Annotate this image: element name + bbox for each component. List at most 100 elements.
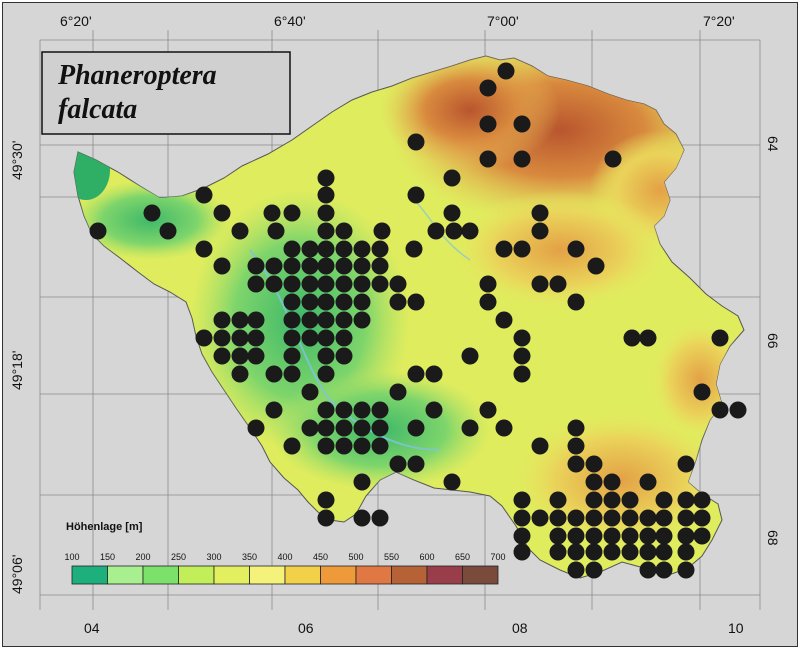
occurrence-dot [677,509,695,527]
occurrence-dot [693,491,711,509]
occurrence-dot [567,240,585,258]
occurrence-dot [247,257,265,275]
occurrence-dot [283,204,301,222]
bottom-grid-labels: 04 06 08 10 [84,620,744,636]
top-label: 6°20' [60,13,92,29]
occurrence-dot [389,293,407,311]
occurrence-dot [353,401,371,419]
elevation-legend: Höhenlage [m] 100 150 200 250 300 350 400 450 50… [64,521,506,585]
occurrence-dot [213,329,231,347]
occurrence-dot [677,491,695,509]
occurrence-dot [604,150,622,168]
legend-title: Höhenlage [m] [66,521,143,533]
occurrence-dot [195,186,213,204]
occurrence-dot [677,543,695,561]
legend-swatch [71,565,108,585]
left-label: 49°30' [9,141,25,180]
occurrence-dot [317,491,335,509]
legend-swatch [426,565,463,585]
occurrence-dot [495,419,513,437]
legend-value: 250 [171,552,186,562]
occurrence-dot [335,437,353,455]
occurrence-dot [283,240,301,258]
occurrence-dot [479,79,497,97]
occurrence-dot [655,509,673,527]
occurrence-dot [247,275,265,293]
occurrence-dot [567,509,585,527]
occurrence-dot [585,527,603,545]
occurrence-dot [407,419,425,437]
occurrence-dot [425,365,443,383]
occurrence-dot [549,543,567,561]
occurrence-dot [621,527,639,545]
legend-swatch [320,565,357,585]
occurrence-dot [461,419,479,437]
legend-value: 400 [277,552,292,562]
occurrence-dot [513,240,531,258]
occurrence-dot [283,365,301,383]
occurrence-dot [567,293,585,311]
occurrence-dot [263,204,281,222]
occurrence-dot [335,329,353,347]
occurrence-dot [301,275,319,293]
occurrence-dot [231,347,249,365]
occurrence-dot [353,240,371,258]
occurrence-dot [639,543,657,561]
species-title-line2: falcata [58,94,137,125]
right-grid-labels: 64 66 68 [765,136,781,546]
legend-swatch [462,565,499,585]
occurrence-dot [549,527,567,545]
occurrence-dot [531,437,549,455]
occurrence-dot [655,527,673,545]
occurrence-dot [335,311,353,329]
occurrence-dot [283,311,301,329]
occurrence-dot [513,115,531,133]
legend-swatch [142,565,179,585]
occurrence-dot [443,169,461,187]
legend-value: 150 [100,552,115,562]
occurrence-dot [513,347,531,365]
occurrence-dot [317,401,335,419]
occurrence-dot [585,491,603,509]
occurrence-dot [195,240,213,258]
bottom-label: 10 [728,620,744,636]
occurrence-dot [265,365,283,383]
occurrence-dot [587,257,605,275]
occurrence-dot [603,491,621,509]
occurrence-dot [317,204,335,222]
occurrence-dot [301,257,319,275]
occurrence-dot [301,329,319,347]
occurrence-dot [655,491,673,509]
top-label: 7°00' [487,13,519,29]
occurrence-dot [247,347,265,365]
occurrence-dot [353,473,371,491]
occurrence-dot [195,329,213,347]
occurrence-dot [317,311,335,329]
occurrence-dot [513,527,531,545]
occurrence-dot [585,561,603,579]
occurrence-dot [621,543,639,561]
legend-swatch [107,565,144,585]
occurrence-dot [389,383,407,401]
occurrence-dot [335,293,353,311]
occurrence-dot [427,222,445,240]
occurrence-dot [213,311,231,329]
legend-value: 600 [419,552,434,562]
occurrence-dot [567,437,585,455]
occurrence-dots [89,62,747,579]
occurrence-dot [317,257,335,275]
occurrence-dot [317,329,335,347]
occurrence-dot [247,311,265,329]
occurrence-dot [677,561,695,579]
legend-value: 650 [455,552,470,562]
occurrence-dot [531,204,549,222]
occurrence-dot [603,473,621,491]
occurrence-dot [513,329,531,347]
occurrence-dot [353,509,371,527]
occurrence-dot [407,133,425,151]
legend-value: 700 [490,552,505,562]
top-label: 7°20' [703,13,735,29]
legend-swatch [178,565,215,585]
occurrence-dot [443,473,461,491]
occurrence-dot [639,561,657,579]
